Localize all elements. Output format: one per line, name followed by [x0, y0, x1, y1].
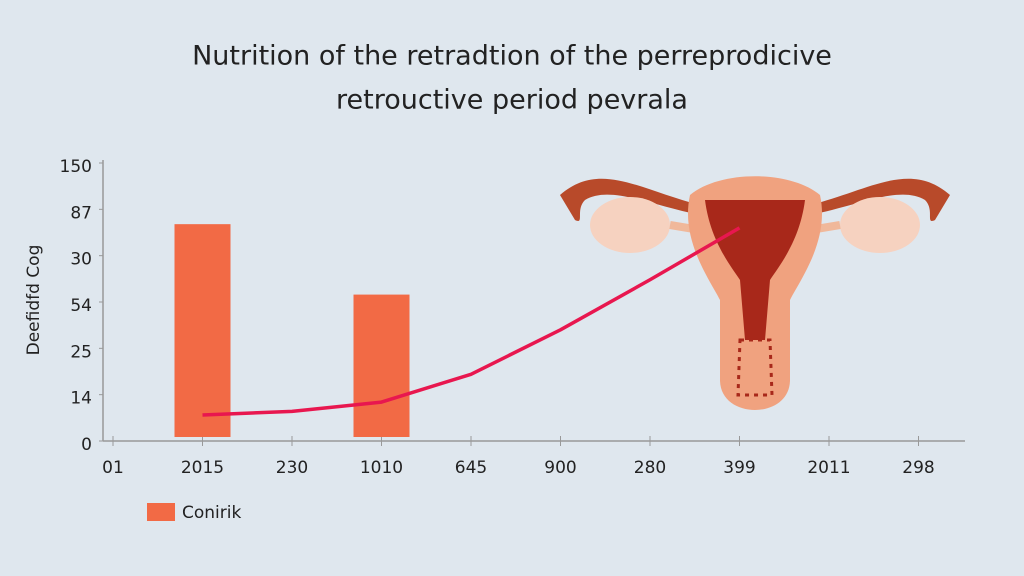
y-tick-label: 14 [70, 389, 92, 409]
y-tick-label: 150 [60, 157, 92, 177]
bar [353, 294, 410, 437]
x-tick-label: 399 [723, 458, 755, 478]
y-axis-label: Deefidfd Cog [24, 245, 44, 356]
y-tick-label: 25 [70, 342, 92, 362]
line [202, 226, 741, 417]
x-tick-label: 900 [544, 458, 576, 478]
y-tick-label: 0 [81, 435, 92, 455]
x-tick-label: 2011 [807, 458, 850, 478]
x-tick-label: 01 [102, 458, 124, 478]
x-tick-label: 2015 [181, 458, 224, 478]
x-tick-label: 280 [634, 458, 666, 478]
x-tick-label: 230 [276, 458, 308, 478]
x-tick-label: 298 [902, 458, 934, 478]
y-tick-label: 87 [70, 203, 92, 223]
chart-title: Nutrition of the retradtion of the perre… [192, 41, 832, 72]
y-tick-label: 54 [70, 296, 92, 316]
legend-label: Conirik [182, 503, 241, 523]
y-tick-label: 30 [70, 250, 92, 270]
legend-swatch [147, 503, 175, 521]
chart-title: retrouctive period pevrala [336, 85, 688, 116]
bar [174, 224, 231, 437]
x-tick-label: 645 [455, 458, 487, 478]
x-tick-label: 1010 [360, 458, 403, 478]
